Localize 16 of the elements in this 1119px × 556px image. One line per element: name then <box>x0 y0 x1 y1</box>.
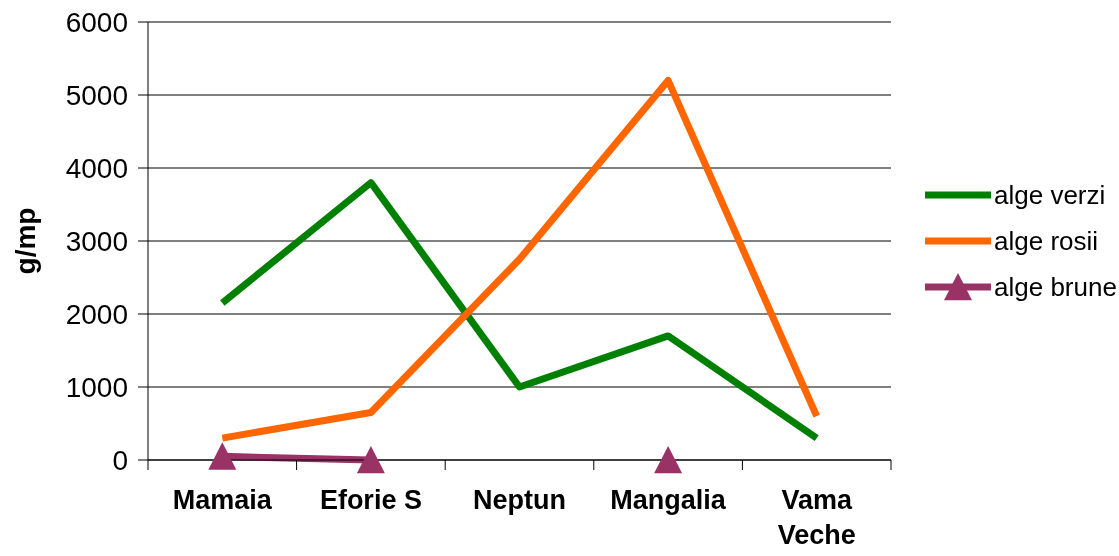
legend-label: alge verzi <box>994 179 1106 211</box>
y-tick-label: 3000 <box>65 225 128 257</box>
y-tick-label: 2000 <box>65 298 128 330</box>
legend-label: alge rosii <box>994 225 1099 257</box>
y-axis-title: g/mp <box>9 207 41 275</box>
y-tick-label: 4000 <box>65 152 128 184</box>
y-tick-label: 1000 <box>65 371 128 403</box>
x-tick-label: Mangalia <box>610 485 727 515</box>
x-tick-label: Eforie S <box>319 485 422 515</box>
y-tick-label: 6000 <box>65 6 128 38</box>
y-tick-label: 5000 <box>65 79 128 111</box>
legend-label: alge brune <box>994 271 1117 303</box>
x-tick-label: Neptun <box>473 485 566 515</box>
y-tick-label: 0 <box>112 444 128 476</box>
x-tick-label: Mamaia <box>172 485 273 515</box>
x-tick-label: Vama Veche <box>777 485 856 550</box>
